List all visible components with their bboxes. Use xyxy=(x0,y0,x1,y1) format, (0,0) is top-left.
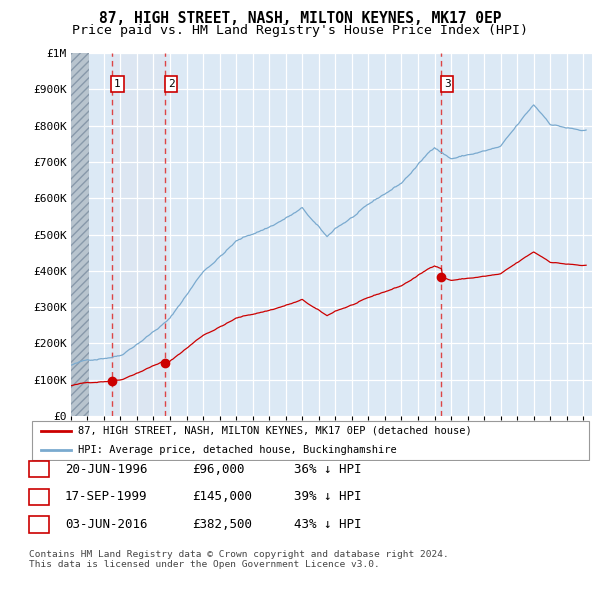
Text: 17-SEP-1999: 17-SEP-1999 xyxy=(65,490,148,503)
Text: 2: 2 xyxy=(167,79,175,89)
Text: 03-JUN-2016: 03-JUN-2016 xyxy=(65,518,148,531)
Text: Contains HM Land Registry data © Crown copyright and database right 2024.
This d: Contains HM Land Registry data © Crown c… xyxy=(29,550,449,569)
Text: 1: 1 xyxy=(114,79,121,89)
Text: 43% ↓ HPI: 43% ↓ HPI xyxy=(294,518,361,531)
Text: 20-JUN-1996: 20-JUN-1996 xyxy=(65,463,148,476)
Text: £96,000: £96,000 xyxy=(192,463,245,476)
Text: 87, HIGH STREET, NASH, MILTON KEYNES, MK17 0EP (detached house): 87, HIGH STREET, NASH, MILTON KEYNES, MK… xyxy=(79,426,472,436)
Text: 2: 2 xyxy=(35,490,43,503)
Text: 3: 3 xyxy=(444,79,451,89)
Text: £145,000: £145,000 xyxy=(192,490,252,503)
Bar xyxy=(112,53,165,416)
Text: 1: 1 xyxy=(35,463,43,476)
Text: 3: 3 xyxy=(35,518,43,531)
Text: HPI: Average price, detached house, Buckinghamshire: HPI: Average price, detached house, Buck… xyxy=(79,445,397,455)
FancyBboxPatch shape xyxy=(32,421,589,460)
Text: 39% ↓ HPI: 39% ↓ HPI xyxy=(294,490,361,503)
Text: 87, HIGH STREET, NASH, MILTON KEYNES, MK17 0EP: 87, HIGH STREET, NASH, MILTON KEYNES, MK… xyxy=(99,11,501,25)
Text: Price paid vs. HM Land Registry's House Price Index (HPI): Price paid vs. HM Land Registry's House … xyxy=(72,24,528,37)
Text: £382,500: £382,500 xyxy=(192,518,252,531)
Text: 36% ↓ HPI: 36% ↓ HPI xyxy=(294,463,361,476)
